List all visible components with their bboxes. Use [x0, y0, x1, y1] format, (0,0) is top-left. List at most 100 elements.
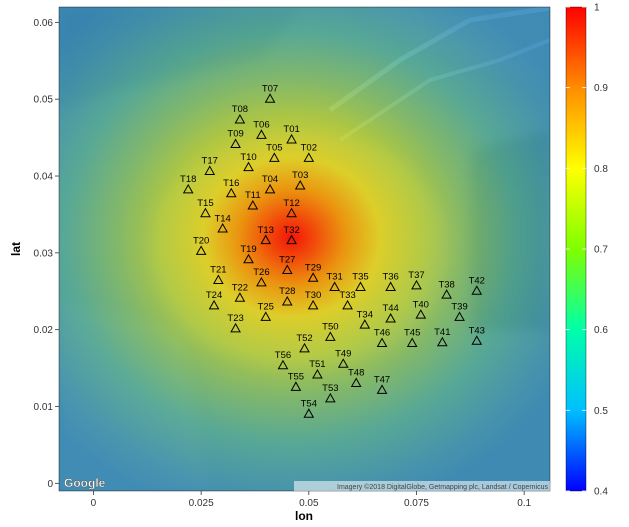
sample-point-marker — [329, 281, 341, 291]
sample-point-marker — [436, 336, 448, 347]
colorbar-tick-label: 0.5 — [594, 406, 608, 417]
colorbar: 1 0.9 0.8 0.7 0.6 0.5 0.4 — [565, 3, 608, 498]
sample-point-label: T21 — [210, 265, 226, 276]
sample-point-label: T15 — [197, 198, 213, 209]
sample-point-marker — [234, 292, 246, 302]
satellite-basemap — [59, 7, 550, 491]
x-tick-label: 0.025 — [189, 498, 214, 509]
sample-point-marker — [281, 264, 293, 275]
colorbar-tick-label: 1 — [594, 3, 600, 14]
sample-point-label: T25 — [258, 302, 274, 313]
sample-point-label: T03 — [292, 170, 308, 181]
sample-point-marker — [264, 93, 276, 103]
y-tick-label: 0.02 — [34, 325, 54, 336]
sample-points: T01T02T03T04T05T06T07T08T09T10T11T12T13T… — [180, 83, 485, 418]
sample-point-label: T16 — [223, 178, 239, 189]
sample-point-label: T12 — [283, 198, 299, 209]
sample-point-label: T17 — [202, 156, 218, 167]
sample-point-marker — [385, 312, 396, 323]
sample-point-marker — [264, 183, 276, 194]
sample-point-marker — [303, 408, 315, 418]
sample-point-marker — [277, 359, 289, 370]
sample-point-marker — [376, 337, 388, 348]
sample-point-marker — [256, 129, 267, 139]
x-axis-label: lon — [295, 509, 313, 523]
sample-point-marker — [290, 381, 302, 391]
sample-point-marker — [286, 234, 297, 245]
sample-point-marker — [303, 152, 315, 162]
sample-point-marker — [324, 392, 336, 403]
kriged-surface — [59, 7, 550, 491]
sample-point-label: T29 — [305, 262, 321, 273]
sample-point-label: T24 — [206, 290, 222, 301]
sample-point-marker — [243, 253, 254, 264]
sample-point-label: T44 — [382, 303, 398, 314]
sample-point-marker — [385, 281, 396, 291]
y-tick-label: 0.03 — [34, 248, 54, 259]
sample-point-label: T20 — [193, 236, 209, 247]
sample-point-label: T08 — [232, 104, 248, 115]
google-logo-text: Google — [64, 476, 106, 490]
colorbar-tick-label: 0.8 — [594, 164, 608, 175]
sample-point-marker — [200, 207, 211, 218]
sample-point-marker — [471, 335, 483, 345]
sample-point-label: T53 — [322, 383, 338, 394]
sample-point-label: T42 — [469, 275, 485, 286]
sample-point-label: T30 — [305, 290, 321, 301]
sample-point-marker — [312, 369, 323, 379]
sample-point-marker — [342, 299, 353, 310]
sample-point-label: T46 — [374, 328, 390, 339]
sample-point-label: T49 — [335, 348, 351, 359]
sample-point-marker — [299, 342, 310, 353]
sample-point-label: T04 — [262, 174, 278, 185]
y-tick-label: 0.01 — [34, 402, 54, 413]
sample-point-label: T06 — [253, 120, 269, 131]
sample-point-marker — [213, 274, 224, 285]
y-axis-label: lat — [9, 242, 23, 256]
sample-point-label: T02 — [301, 143, 317, 154]
colorbar-tick-label: 0.9 — [594, 83, 608, 94]
sample-point-marker — [268, 152, 280, 162]
x-axis: 0 0.025 0.05 0.075 0.1 — [91, 491, 532, 509]
attribution-bar: Imagery ©2018 DigitalGlobe, Getmapping p… — [294, 481, 550, 491]
sample-point-label: T32 — [283, 225, 299, 236]
sample-point-marker — [182, 183, 194, 194]
sample-point-marker — [411, 279, 422, 290]
sample-point-label: T38 — [438, 279, 454, 290]
x-tick-label: 0.05 — [299, 498, 319, 509]
sample-point-marker — [454, 311, 465, 321]
sample-point-marker — [281, 296, 293, 306]
sample-point-marker — [376, 384, 388, 394]
sample-point-marker — [441, 289, 452, 299]
sample-point-label: T26 — [253, 267, 269, 278]
sample-point-label: T10 — [240, 152, 256, 163]
plot-panel: T01T02T03T04T05T06T07T08T09T10T11T12T13T… — [58, 6, 551, 492]
x-tick-label: 0.075 — [404, 498, 429, 509]
sample-point-label: T31 — [326, 272, 342, 283]
sample-point-label: T14 — [214, 213, 230, 224]
sample-point-label: T09 — [227, 129, 243, 140]
sample-point-marker — [260, 234, 272, 245]
sample-point-label: T41 — [434, 327, 450, 338]
sample-point-label: T47 — [374, 375, 390, 386]
sample-point-label: T11 — [245, 190, 261, 201]
sample-point-marker — [195, 245, 207, 255]
sample-point-label: T19 — [240, 244, 256, 255]
sample-point-marker — [355, 281, 366, 291]
sample-point-marker — [234, 113, 246, 124]
sample-point-marker — [230, 322, 241, 333]
sample-point-marker — [307, 299, 319, 310]
colorbar-tick-label: 0.4 — [594, 487, 608, 498]
y-axis: 0 0.01 0.02 0.03 0.04 0.05 0.06 — [34, 18, 59, 490]
sample-point-marker — [286, 207, 297, 218]
sample-point-marker — [260, 311, 272, 321]
sample-point-label: T27 — [279, 255, 295, 266]
sample-point-label: T07 — [262, 83, 278, 94]
sample-point-marker — [243, 161, 254, 172]
colorbar-tick-label: 0.7 — [594, 245, 608, 256]
sample-point-label: T40 — [413, 299, 429, 310]
x-tick-label: 0 — [91, 498, 97, 509]
sample-point-marker — [350, 377, 362, 387]
sample-point-marker — [307, 272, 319, 282]
sample-point-label: T01 — [283, 124, 299, 135]
